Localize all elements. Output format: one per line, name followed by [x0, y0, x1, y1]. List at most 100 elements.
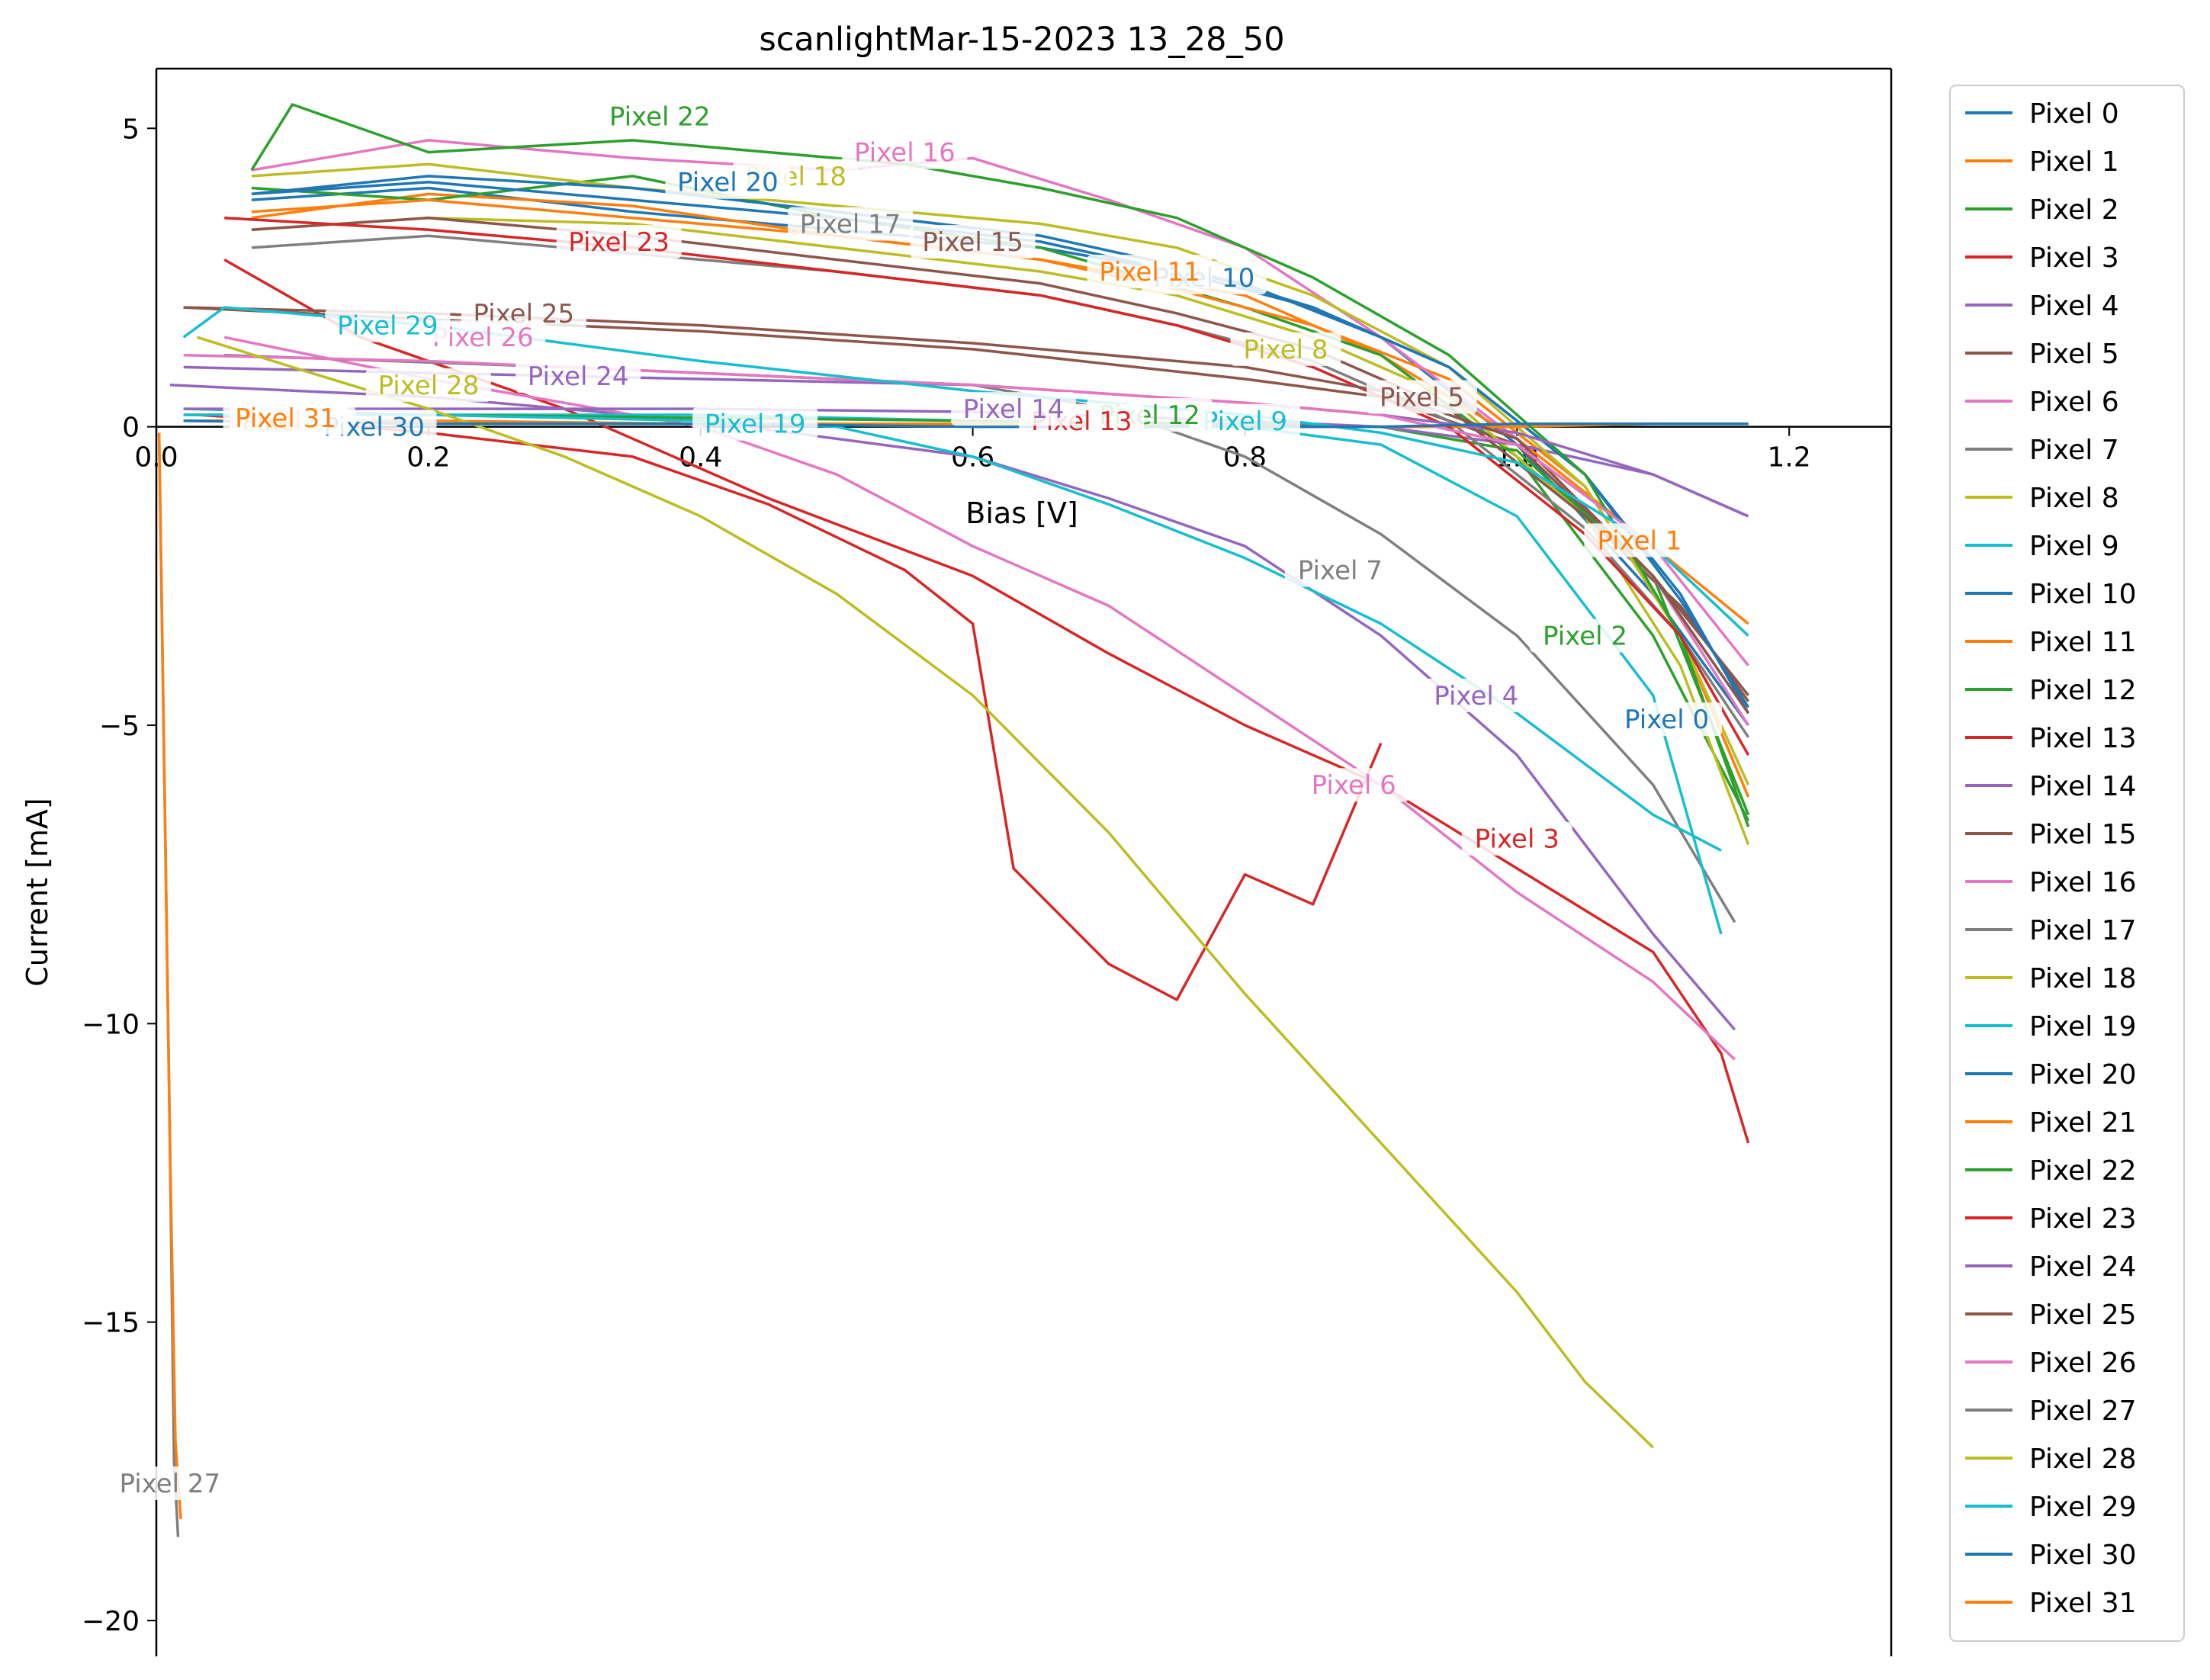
inline-label-bg [223, 400, 349, 435]
legend-entry: Pixel 14 [1965, 771, 2137, 802]
legend-label: Pixel 13 [2029, 723, 2137, 754]
series-line-pixel-22 [250, 103, 1750, 827]
legend-label: Pixel 23 [2029, 1203, 2137, 1235]
inline-label-bg [1284, 553, 1396, 587]
x-tick-label: 0.0 [134, 442, 178, 474]
legend-entry: Pixel 13 [1965, 723, 2137, 754]
legend-label: Pixel 16 [2029, 867, 2137, 898]
legend-entry: Pixel 30 [1965, 1540, 2137, 1571]
legend-label: Pixel 17 [2029, 915, 2137, 946]
y-tick-label: −15 [82, 1308, 140, 1339]
inline-label-bg [842, 135, 968, 169]
inline-label-pixel-17: Pixel 17 [788, 207, 913, 241]
legend-label: Pixel 15 [2029, 819, 2137, 850]
legend-entry: Pixel 5 [1965, 339, 2119, 370]
inline-label-pixel-29: Pixel 29 [325, 308, 451, 342]
legend-entry: Pixel 28 [1965, 1444, 2137, 1475]
inline-label-bg [1298, 768, 1409, 802]
legend-label: Pixel 29 [2029, 1492, 2137, 1523]
legend-label: Pixel 7 [2029, 435, 2119, 466]
legend-entry: Pixel 9 [1965, 531, 2119, 562]
legend-entry: Pixel 31 [1965, 1588, 2137, 1619]
inline-label-text: Pixel 19 [705, 410, 806, 440]
series-line-pixel-28 [196, 336, 1654, 1449]
inline-label-bg [910, 224, 1036, 259]
inline-label-text: Pixel 14 [963, 394, 1065, 425]
legend-label: Pixel 22 [2029, 1155, 2137, 1187]
inline-label-bg [665, 165, 791, 199]
legend-label: Pixel 4 [2029, 291, 2119, 322]
legend-entry: Pixel 21 [1965, 1107, 2137, 1139]
inline-label-text: Pixel 22 [609, 102, 711, 133]
inline-label-pixel-5: Pixel 5 [1366, 380, 1477, 414]
inline-label-text: Pixel 1 [1597, 525, 1682, 556]
legend-label: Pixel 21 [2029, 1107, 2137, 1139]
legend-entry: Pixel 24 [1965, 1251, 2137, 1283]
series-line-pixel-19 [183, 413, 1722, 852]
legend-label: Pixel 14 [2029, 771, 2137, 802]
inline-label-pixel-1: Pixel 1 [1584, 523, 1695, 557]
legend-label: Pixel 12 [2029, 675, 2137, 706]
inline-label-pixel-9: Pixel 9 [1189, 403, 1300, 438]
legend-entry: Pixel 17 [1965, 915, 2137, 946]
legend-label: Pixel 19 [2029, 1011, 2137, 1042]
legend-entry: Pixel 7 [1965, 435, 2119, 466]
inline-label-bg [1366, 380, 1477, 414]
inline-label-bg [1611, 702, 1723, 737]
inline-label-pixel-19: Pixel 19 [692, 406, 818, 441]
inline-label-pixel-28: Pixel 28 [365, 368, 491, 402]
legend-label: Pixel 26 [2029, 1348, 2137, 1379]
legend-label: Pixel 5 [2029, 339, 2119, 370]
x-tick-label: 1.2 [1768, 442, 1811, 474]
inline-label-bg [1189, 403, 1300, 438]
y-tick-label: 5 [122, 114, 140, 145]
legend-entry: Pixel 11 [1965, 627, 2137, 658]
x-axis-label: Bias [V] [965, 496, 1078, 530]
legend-entry: Pixel 18 [1965, 963, 2137, 994]
inline-label-pixel-22: Pixel 22 [597, 99, 723, 133]
inline-label-text: Pixel 7 [1298, 555, 1383, 586]
legend-entry: Pixel 3 [1965, 243, 2119, 274]
legend-label: Pixel 27 [2029, 1396, 2137, 1427]
inline-label-text: Pixel 16 [854, 138, 956, 169]
legend-label: Pixel 10 [2029, 579, 2137, 610]
inline-label-bg [1421, 678, 1532, 712]
legend-entry: Pixel 19 [1965, 1011, 2137, 1042]
inline-label-bg [1461, 821, 1572, 856]
inline-label-bg [1584, 523, 1695, 557]
inline-label-bg [325, 308, 451, 342]
legend-entry: Pixel 12 [1965, 675, 2137, 706]
legend-label: Pixel 2 [2029, 194, 2119, 226]
inline-label-bg [365, 368, 491, 402]
inline-label-text: Pixel 2 [1543, 622, 1627, 652]
inline-label-pixel-15: Pixel 15 [910, 224, 1036, 259]
inline-label-text: Pixel 9 [1203, 406, 1287, 437]
inline-label-pixel-7: Pixel 7 [1284, 553, 1396, 587]
inline-label-pixel-23: Pixel 23 [556, 224, 682, 259]
inline-label-bg [1230, 332, 1341, 366]
inline-label-text: Pixel 15 [922, 227, 1023, 258]
legend-entry: Pixel 15 [1965, 819, 2137, 850]
inline-label-text: Pixel 29 [337, 311, 438, 342]
inline-label-pixel-4: Pixel 4 [1421, 678, 1532, 712]
legend-label: Pixel 25 [2029, 1299, 2137, 1331]
legend-label: Pixel 1 [2029, 146, 2119, 178]
legend-entry: Pixel 25 [1965, 1299, 2137, 1331]
inline-label-bg [556, 224, 682, 259]
inline-label-pixel-2: Pixel 2 [1530, 618, 1641, 653]
inline-label-pixel-11: Pixel 11 [1087, 255, 1213, 289]
inline-label-text: Pixel 31 [235, 403, 336, 434]
legend-entry: Pixel 6 [1965, 387, 2119, 418]
legend-label: Pixel 20 [2029, 1059, 2137, 1091]
inline-label-text: Pixel 3 [1475, 824, 1560, 855]
inline-label-text: Pixel 28 [378, 371, 480, 401]
inline-label-pixel-3: Pixel 3 [1461, 821, 1572, 856]
y-tick-label: 0 [122, 413, 140, 444]
legend-label: Pixel 9 [2029, 531, 2119, 562]
y-tick-label: −20 [82, 1606, 140, 1637]
inline-label-bg [1087, 255, 1213, 289]
inline-label-pixel-20: Pixel 20 [665, 165, 791, 199]
inline-labels: Pixel 0 Pixel 1 Pixel 2 Pixel 3 Pixel 4 Pixel… [107, 99, 1723, 1501]
